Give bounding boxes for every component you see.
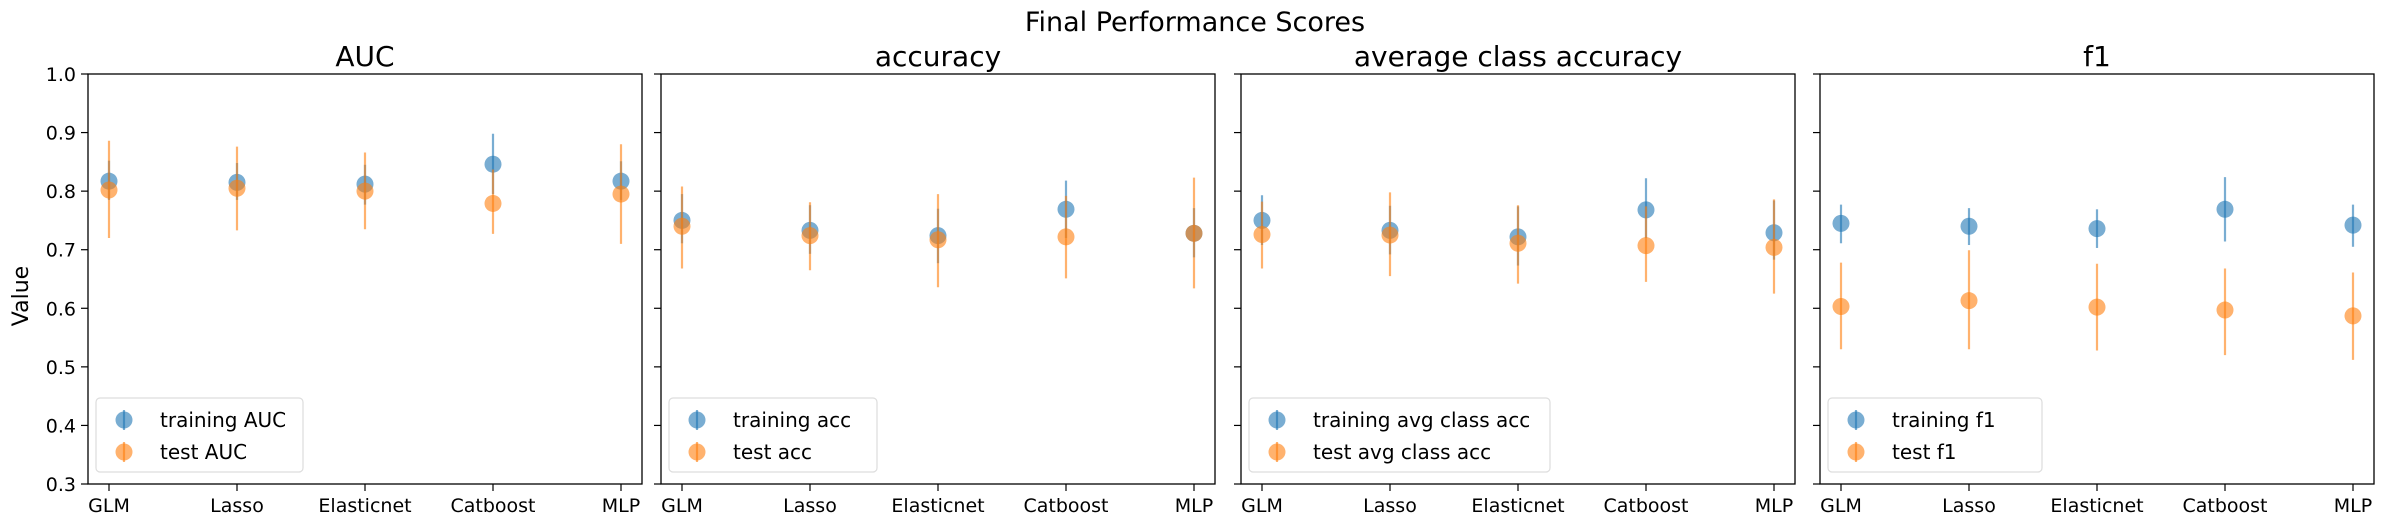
x-tick-label: Lasso — [1363, 495, 1417, 517]
plot-area-frame — [1819, 73, 2375, 485]
series-test — [673, 177, 1203, 289]
legend-label: test avg class acc — [1313, 440, 1491, 464]
legend: training avg class acc test avg class acc — [1248, 397, 1551, 473]
y-tick-label: 1.0 — [46, 64, 76, 86]
x-tick-label: MLP — [602, 495, 640, 517]
y-tick-label: 0.6 — [46, 298, 76, 320]
chart-panel-1: AUC 0.3 0.4 0.5 0.6 0.7 0.8 0.9 1.0 GLM Lasso Elast… — [46, 40, 643, 517]
data-point — [1057, 228, 1075, 246]
data-point — [2344, 216, 2362, 234]
data-point — [2344, 307, 2362, 325]
plot-area-frame — [87, 73, 643, 485]
series-test — [100, 140, 630, 244]
legend: training AUC test AUC — [95, 397, 304, 473]
data-point — [484, 194, 502, 212]
plot-area-frame — [1240, 73, 1796, 485]
x-tick-label: Catboost — [450, 495, 535, 517]
y-tick-label: 0.4 — [46, 415, 76, 437]
legend-box — [95, 397, 304, 473]
data-point — [1253, 225, 1271, 243]
x-tick-label: Elasticnet — [318, 495, 411, 517]
figure-suptitle: Final Performance Scores — [1025, 7, 1365, 38]
panel-title: average class accuracy — [1354, 40, 1682, 73]
legend-marker — [1268, 411, 1286, 429]
chart-panel-4: f1 GLM Lasso Elasticnet Catboost MLP training … — [1813, 40, 2375, 517]
data-point — [228, 179, 246, 197]
y-tick-label: 0.8 — [46, 181, 76, 203]
data-point — [801, 227, 819, 245]
data-point — [1509, 234, 1527, 252]
panel-title: f1 — [2083, 40, 2111, 73]
x-tick-label: GLM — [1241, 495, 1283, 517]
data-point — [2088, 220, 2106, 238]
legend-marker — [688, 443, 706, 461]
x-tick-label: GLM — [661, 495, 703, 517]
plot-area-frame — [660, 73, 1216, 485]
data-point — [484, 155, 502, 173]
series-test — [1832, 250, 2362, 360]
data-point — [1381, 226, 1399, 244]
data-point — [356, 182, 374, 200]
legend-label: training f1 — [1892, 408, 1996, 432]
legend-label: test AUC — [160, 440, 247, 464]
data-point — [2088, 298, 2106, 316]
legend-box — [668, 397, 878, 473]
panel-title: AUC — [335, 40, 394, 73]
x-tick-label: Catboost — [1603, 495, 1688, 517]
chart-panel-3: average class accuracy GLM Lasso Elasticnet… — [1234, 40, 1796, 517]
series-test — [1253, 192, 1783, 294]
data-point — [100, 181, 118, 199]
y-tick-label: 0.3 — [46, 474, 76, 496]
x-tick-label: Catboost — [2182, 495, 2267, 517]
legend: training f1 test f1 — [1827, 397, 2043, 473]
x-tick-label: GLM — [88, 495, 130, 517]
y-axis-label: Value — [9, 266, 34, 326]
x-tick-label: Lasso — [210, 495, 264, 517]
legend-marker — [1268, 443, 1286, 461]
data-point — [1832, 298, 1850, 316]
data-point — [2216, 301, 2234, 319]
x-tick-label: MLP — [2334, 495, 2372, 517]
legend-label: test acc — [733, 440, 812, 464]
series-training — [1832, 177, 2362, 248]
y-tick-label: 0.9 — [46, 123, 76, 145]
legend-marker — [115, 443, 133, 461]
x-tick-label: Lasso — [1942, 495, 1996, 517]
data-point — [2216, 200, 2234, 218]
legend-marker — [688, 411, 706, 429]
legend-label: training AUC — [160, 408, 286, 432]
data-point — [1960, 292, 1978, 310]
data-point — [1637, 237, 1655, 255]
legend-box — [1248, 397, 1551, 473]
legend-label: test f1 — [1892, 440, 1957, 464]
x-tick-label: GLM — [1820, 495, 1862, 517]
legend-marker — [1847, 411, 1865, 429]
x-tick-label: MLP — [1175, 495, 1213, 517]
legend-box — [1827, 397, 2043, 473]
x-tick-label: MLP — [1755, 495, 1793, 517]
y-tick-label: 0.5 — [46, 357, 76, 379]
legend-marker — [1847, 443, 1865, 461]
panels: AUC 0.3 0.4 0.5 0.6 0.7 0.8 0.9 1.0 GLM Lasso Elast… — [46, 40, 2375, 517]
data-point — [1960, 217, 1978, 235]
data-point — [612, 185, 630, 203]
x-tick-label: Elasticnet — [891, 495, 984, 517]
data-point — [1765, 238, 1783, 256]
legend: training acc test acc — [668, 397, 878, 473]
x-tick-label: Elasticnet — [1471, 495, 1564, 517]
x-tick-label: Catboost — [1023, 495, 1108, 517]
legend-marker — [115, 411, 133, 429]
panel-title: accuracy — [875, 40, 1001, 73]
data-point — [673, 217, 691, 235]
data-point — [929, 231, 947, 249]
legend-label: training acc — [733, 408, 851, 432]
x-tick-label: Lasso — [783, 495, 837, 517]
x-tick-label: Elasticnet — [2050, 495, 2143, 517]
data-point — [1185, 224, 1203, 242]
legend-label: training avg class acc — [1313, 408, 1530, 432]
data-point — [1832, 214, 1850, 232]
y-tick-label: 0.7 — [46, 240, 76, 262]
chart-panel-2: accuracy GLM Lasso Elasticnet Catboost MLP tra… — [654, 40, 1216, 517]
